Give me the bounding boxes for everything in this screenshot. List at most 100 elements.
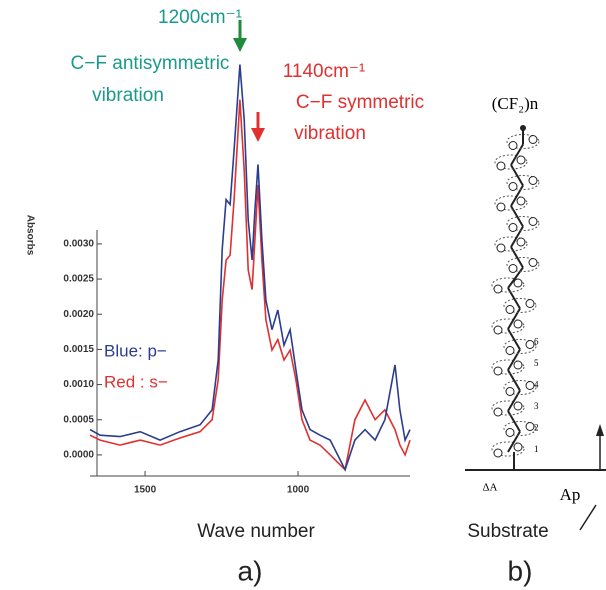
carbon-atom (520, 125, 526, 131)
fluorine-atom (493, 407, 503, 417)
y-tick-label: 0.0000 (63, 450, 94, 461)
backbone (510, 184, 524, 207)
peak1-desc: vibration (92, 85, 164, 106)
panel-label: a) (238, 555, 263, 586)
position-number: 2 (534, 423, 539, 433)
y-tick-label: 0.0020 (63, 309, 94, 320)
position-number: 1 (534, 444, 539, 454)
fluorine-atom (525, 340, 535, 349)
legend-entry: Blue: p− (104, 341, 167, 360)
fluorine-atom (525, 299, 535, 308)
spectrum-line (89, 64, 411, 472)
peak1-desc: C−F antisymmetric (71, 53, 230, 74)
fluorine-atom (513, 442, 523, 452)
fluorine-atom (516, 237, 526, 247)
diagram-title: (CF₂)n (492, 94, 539, 113)
small-label: ΔA (482, 482, 497, 494)
fluorine-atom (496, 161, 506, 171)
backbone (507, 389, 521, 412)
fluorine-loop (491, 359, 525, 375)
fluorine-atom (513, 278, 523, 288)
y-tick-label: 0.0015 (63, 344, 94, 355)
legend-entry: Red : s− (104, 372, 168, 391)
arrow-red (251, 112, 265, 142)
fluorine-loop (491, 400, 525, 416)
fluorine-atom (493, 325, 503, 335)
fluorine-atom (516, 155, 526, 165)
y-axis-label: Absorbs (24, 215, 35, 256)
fluorine-atom (505, 387, 515, 396)
fluorine-loop (506, 175, 540, 190)
fluorine-atom (508, 264, 518, 273)
fluorine-atom (513, 360, 523, 370)
fluorine-loop (506, 216, 540, 231)
backbone (510, 246, 524, 269)
y-tick-label: 0.0025 (63, 274, 94, 285)
spectrum-line (89, 99, 411, 472)
backbone (507, 410, 521, 433)
peak2-label: 1140cm⁻¹ (283, 61, 366, 82)
fluorine-loop (491, 441, 525, 457)
fluorine-atom (496, 243, 506, 253)
fluorine-loop (494, 195, 528, 211)
position-number: 4 (534, 380, 539, 390)
fluorine-loop (491, 277, 525, 293)
fluorine-atom (493, 366, 503, 376)
position-number: 5 (534, 358, 539, 368)
fluorine-loop (506, 134, 540, 149)
fluorine-atom (525, 422, 535, 431)
backbone (507, 287, 521, 310)
fluorine-loop (503, 421, 537, 436)
arrow-green (233, 20, 247, 52)
fluorine-loop (491, 318, 525, 334)
backbone (507, 369, 521, 392)
fluorine-loop (506, 257, 540, 272)
axis-label: Ap (560, 485, 581, 504)
fluorine-loop (494, 236, 528, 252)
y-tick-label: 0.0005 (63, 414, 94, 425)
fluorine-atom (528, 135, 538, 144)
backbone (510, 205, 524, 228)
fluorine-atom (505, 428, 515, 437)
fluorine-atom (516, 196, 526, 206)
position-number: 6 (534, 337, 539, 347)
backbone (507, 430, 521, 453)
helix-diagram: (CF₂)n Ap ΔA Substrate b) 1 2 3 4 5 6 (465, 94, 606, 586)
fluorine-atom (513, 401, 523, 411)
backbone (510, 143, 524, 166)
fluorine-loop (494, 154, 528, 170)
backbone (510, 164, 524, 187)
y-tick-label: 0.0030 (63, 239, 94, 250)
fluorine-atom (493, 448, 503, 458)
fluorine-atom (525, 381, 535, 390)
fluorine-atom (513, 319, 523, 329)
backbone (507, 348, 521, 371)
backbone (510, 225, 524, 248)
substrate-label: Substrate (467, 521, 548, 542)
fluorine-atom (505, 305, 515, 314)
backbone (507, 307, 521, 330)
fluorine-loop (503, 298, 537, 313)
y-tick-label: 0.0010 (63, 379, 94, 390)
peak2-desc: vibration (294, 123, 366, 144)
fluorine-loop (503, 380, 537, 395)
peak2-desc: C−F symmetric (296, 92, 424, 113)
x-axis-label: Wave number (197, 521, 315, 542)
fluorine-atom (528, 217, 538, 226)
fluorine-atom (508, 223, 518, 232)
backbone (507, 328, 521, 351)
x-tick-label: 1000 (287, 485, 310, 496)
panel-label: b) (508, 555, 533, 586)
fluorine-atom (505, 346, 515, 355)
peak1-label: 1200cm⁻¹ (158, 7, 242, 28)
fluorine-atom (496, 202, 506, 212)
fluorine-loop (503, 339, 537, 354)
x-tick-label: 1500 (134, 485, 157, 496)
fluorine-atom (528, 176, 538, 185)
fluorine-atom (508, 141, 518, 150)
position-number: 3 (534, 401, 539, 411)
fluorine-atom (508, 182, 518, 191)
fluorine-atom (493, 284, 503, 294)
fluorine-atom (528, 258, 538, 267)
